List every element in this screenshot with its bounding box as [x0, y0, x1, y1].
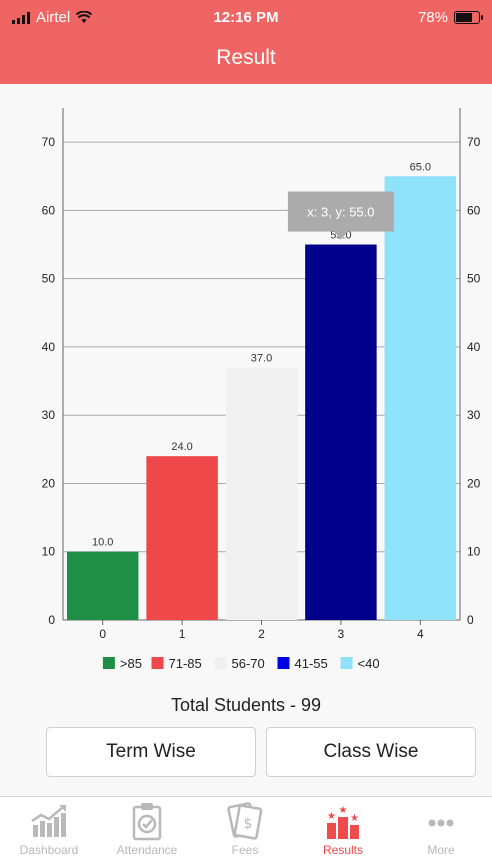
legend-swatch	[277, 657, 290, 669]
y-tick-label-left: 50	[42, 272, 56, 286]
term-wise-button[interactable]: Term Wise	[46, 727, 256, 777]
legend-label: 71-85	[169, 656, 202, 671]
y-tick-label-right: 70	[467, 135, 481, 149]
tab-bar: Dashboard Attendance $ Fees ★ ★ ★ Results …	[0, 796, 492, 859]
more-dots-icon	[428, 819, 454, 827]
x-tick-label: 0	[99, 627, 106, 641]
clipboard-check-icon	[132, 803, 162, 841]
results-bar-chart[interactable]: 0 0 10 10 20 20 30 30 40 40 50 50 60 60 70 70 10.0 0 24.0 1…	[0, 84, 492, 694]
tab-label: Dashboard	[19, 843, 79, 857]
dashboard-chart-icon	[31, 805, 66, 837]
podium-stars-icon: ★★★	[327, 805, 359, 839]
y-tick-label-right: 50	[467, 272, 481, 286]
svg-text:$: $	[244, 816, 253, 832]
page-title: Result	[216, 46, 276, 69]
legend-label: 41-55	[295, 656, 328, 671]
bar-value-label: 24.0	[171, 441, 192, 453]
tab-dashboard[interactable]: Dashboard	[0, 797, 98, 859]
bar-value-label: 10.0	[92, 537, 113, 549]
y-tick-label-right: 20	[467, 476, 481, 490]
tab-results[interactable]: ★ ★ ★ Results	[294, 797, 392, 859]
tab-more[interactable]: More	[392, 797, 490, 859]
money-icon: $	[227, 802, 263, 840]
legend-label: >85	[120, 656, 142, 671]
svg-text:★: ★	[339, 805, 348, 816]
bar-0	[66, 551, 139, 620]
x-tick-label: 1	[179, 627, 186, 641]
battery-percent: 78%	[417, 9, 448, 26]
wifi-icon	[76, 11, 93, 23]
x-tick-label: 4	[417, 627, 424, 641]
bar-value-label: 65.0	[410, 161, 431, 173]
legend-swatch	[151, 657, 164, 669]
total-students: Total Students - 99	[170, 695, 322, 715]
y-tick-label-right: 10	[467, 545, 481, 559]
bar-4	[384, 176, 457, 620]
tooltip-text: x: 3, y: 55.0	[307, 205, 374, 220]
bar-1	[146, 456, 218, 620]
y-tick-label-right: 0	[467, 613, 474, 627]
svg-text:★: ★	[327, 811, 336, 822]
carrier-label: Airtel	[36, 9, 71, 26]
y-tick-label-left: 70	[42, 135, 56, 149]
tooltip-box	[287, 191, 394, 232]
y-tick-label-left: 0	[48, 613, 55, 627]
legend-label: 56-70	[232, 656, 265, 671]
bar-3	[305, 244, 377, 621]
y-tick-label-left: 20	[42, 476, 56, 490]
legend-swatch	[340, 657, 353, 669]
app-header: Airtel 12:16 PM 78% Result	[0, 0, 492, 84]
tab-label: Results	[322, 843, 363, 857]
y-tick-label-left: 40	[42, 340, 56, 354]
tab-label: Attendance	[116, 843, 178, 857]
y-tick-label-right: 30	[467, 408, 481, 422]
y-tick-label-left: 10	[42, 545, 56, 559]
y-tick-label-left: 30	[42, 408, 56, 422]
svg-text:★: ★	[350, 813, 359, 824]
bar-value-label: 37.0	[251, 352, 272, 364]
y-tick-label-right: 40	[467, 340, 481, 354]
legend-swatch	[214, 657, 227, 669]
legend-label: <40	[358, 656, 380, 671]
signal-icon	[12, 11, 30, 24]
tab-label: Fees	[231, 843, 259, 857]
class-wise-button[interactable]: Class Wise	[266, 727, 476, 777]
clock: 12:16 PM	[213, 9, 279, 26]
x-tick-label: 3	[338, 627, 345, 641]
tab-attendance[interactable]: Attendance	[98, 797, 196, 859]
bar-2	[225, 367, 298, 620]
x-tick-label: 2	[258, 627, 265, 641]
legend-swatch	[102, 657, 115, 669]
tooltip-arrow	[333, 231, 348, 240]
tab-fees[interactable]: $ Fees	[196, 797, 294, 859]
y-tick-label-right: 60	[467, 203, 481, 217]
status-bar: Airtel 12:16 PM 78%	[0, 0, 492, 36]
tab-label: More	[427, 843, 455, 857]
battery-icon	[454, 11, 483, 24]
y-tick-label-left: 60	[42, 203, 56, 217]
